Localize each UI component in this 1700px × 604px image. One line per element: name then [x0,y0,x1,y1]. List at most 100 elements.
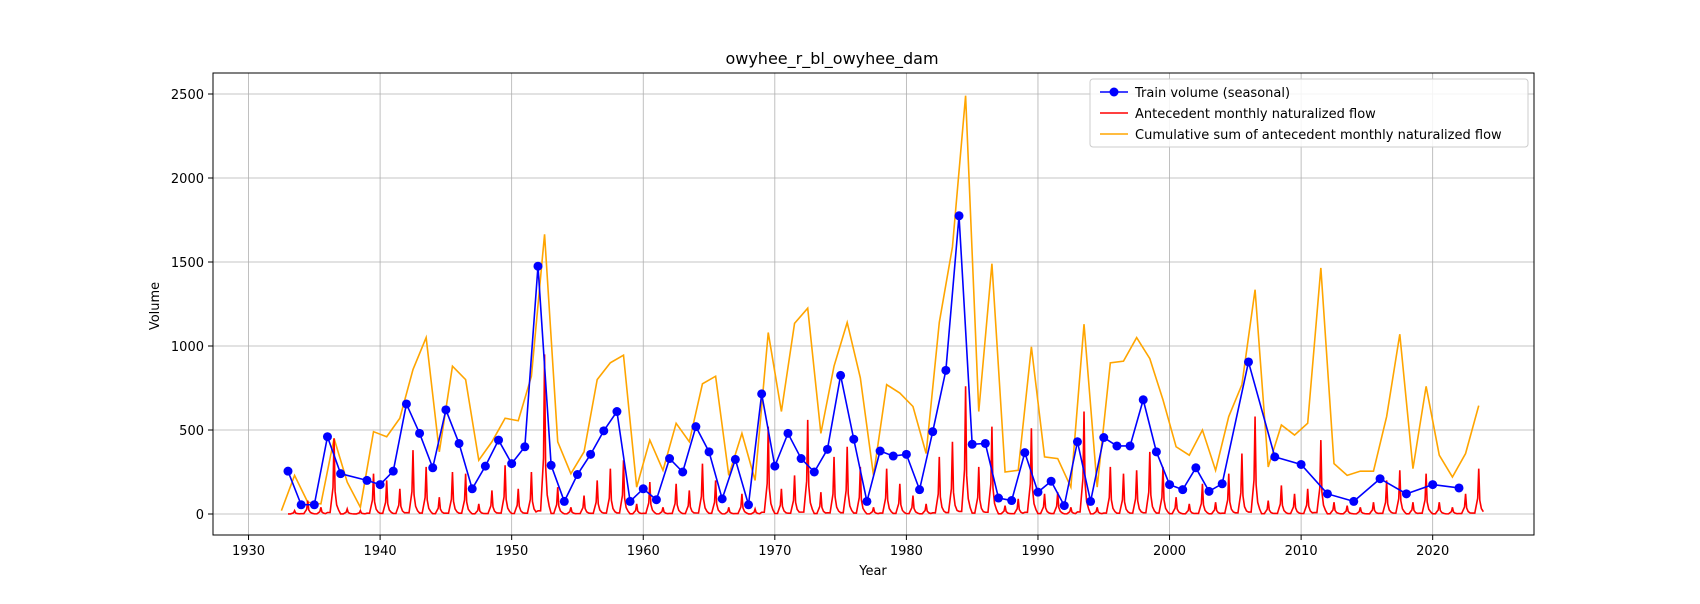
train-volume-point [849,434,859,444]
train-volume-point [836,370,846,380]
train-volume-point [1217,479,1227,489]
train-volume-point [875,446,885,456]
train-volume-point [954,211,964,221]
train-volume-line [287,215,1460,508]
train-volume-point [862,496,872,506]
cumulative-flow-line [280,95,1480,511]
train-volume-point [1059,501,1069,511]
train-volume-point [1401,489,1411,499]
train-volume-point [638,484,648,494]
train-volume-point [1428,480,1438,490]
x-tick-label: 1930 [232,544,265,559]
legend-cumulative-label: Cumulative sum of antecedent monthly nat… [1135,128,1502,143]
train-volume-point [717,494,727,504]
x-tick-label: 2020 [1416,544,1449,559]
train-volume-point [783,428,793,438]
x-tick-label: 1990 [1021,544,1054,559]
train-volume-point [309,500,319,510]
y-tick-label: 500 [179,424,204,439]
train-volume-point [454,438,464,448]
train-volume-point [1296,459,1306,469]
chart-title: owyhee_r_bl_owyhee_dam [725,49,938,69]
train-volume-point [901,449,911,459]
train-volume-point [1322,489,1332,499]
legend-box [1089,78,1529,148]
train-volume-point [770,461,780,471]
train-volume-point [928,427,938,437]
y-tick-label: 2500 [171,88,204,103]
train-volume-point [1086,496,1096,506]
train-volume-point [1072,437,1082,447]
y-axis-ticks: 0 500 1000 1500 2000 2500 [171,88,213,523]
train-volume-point [401,399,411,409]
x-axis-label: Year [858,564,887,579]
y-tick-label: 1000 [171,340,204,355]
x-tick-label: 1960 [627,544,660,559]
x-axis-ticks: 1930 1940 1950 1960 1970 1980 1990 2000 2010 2020 [232,535,1449,559]
train-volume-point [1020,448,1030,458]
train-volume-point [533,261,543,271]
x-tick-label: 2000 [1153,544,1186,559]
y-tick-label: 1500 [171,256,204,271]
train-volume-point [599,426,609,436]
train-volume-point [322,432,332,442]
train-volume-point [480,461,490,471]
train-volume-point [375,480,385,490]
train-volume-point [1125,441,1135,451]
plot-frame [212,72,1535,536]
legend-train-marker [1109,87,1119,97]
train-volume-point [1099,433,1109,443]
train-volume-point [993,493,1003,503]
legend: Train volume (seasonal) Antecedent monthl… [1089,78,1529,148]
monthly-flow-line [287,354,1485,515]
train-volume-point [1138,395,1148,405]
train-volume-point [822,444,832,454]
train-volume-point [744,500,754,510]
train-volume-point [941,365,951,375]
x-tick-label: 1940 [364,544,397,559]
train-volume-point [586,449,596,459]
train-volume-point [1151,447,1161,457]
train-volume-point [441,405,451,415]
train-volume-point [980,438,990,448]
train-volume-point [415,428,425,438]
train-volume-point [1454,483,1464,493]
train-volume-point [559,496,569,506]
train-volume-point [572,470,582,480]
train-volume-point [1243,357,1253,367]
y-tick-label: 0 [196,508,204,523]
y-tick-label: 2000 [171,172,204,187]
x-tick-label: 2010 [1285,544,1318,559]
train-volume-point [336,469,346,479]
train-volume-point [1178,485,1188,495]
train-volume-point [1191,463,1201,473]
train-volume-point [1204,486,1214,496]
x-tick-label: 1950 [495,544,528,559]
train-volume-point [1270,452,1280,462]
train-volume-point [520,442,530,452]
train-volume-point [967,439,977,449]
train-volume-point [665,454,675,464]
train-volume-point [467,484,477,494]
train-volume-point [507,459,517,469]
x-tick-label: 1980 [890,544,923,559]
train-volume-point [283,466,293,476]
legend-monthly-label: Antecedent monthly naturalized flow [1135,107,1376,122]
train-volume-point [796,454,806,464]
train-volume-point [428,463,438,473]
train-volume-point [651,495,661,505]
train-volume-point [625,496,635,506]
train-volume-point [612,407,622,417]
train-volume-point [362,475,372,485]
train-volume-point [1375,474,1385,484]
train-volume-point [1007,496,1017,506]
train-volume-point [1112,441,1122,451]
train-volume-point [678,467,688,477]
train-volume-point [809,467,819,477]
train-volume-point [546,460,556,470]
train-volume-point [691,422,701,432]
train-volume-point [888,451,898,461]
train-volume-point [388,466,398,476]
legend-train-label: Train volume (seasonal) [1134,86,1290,101]
